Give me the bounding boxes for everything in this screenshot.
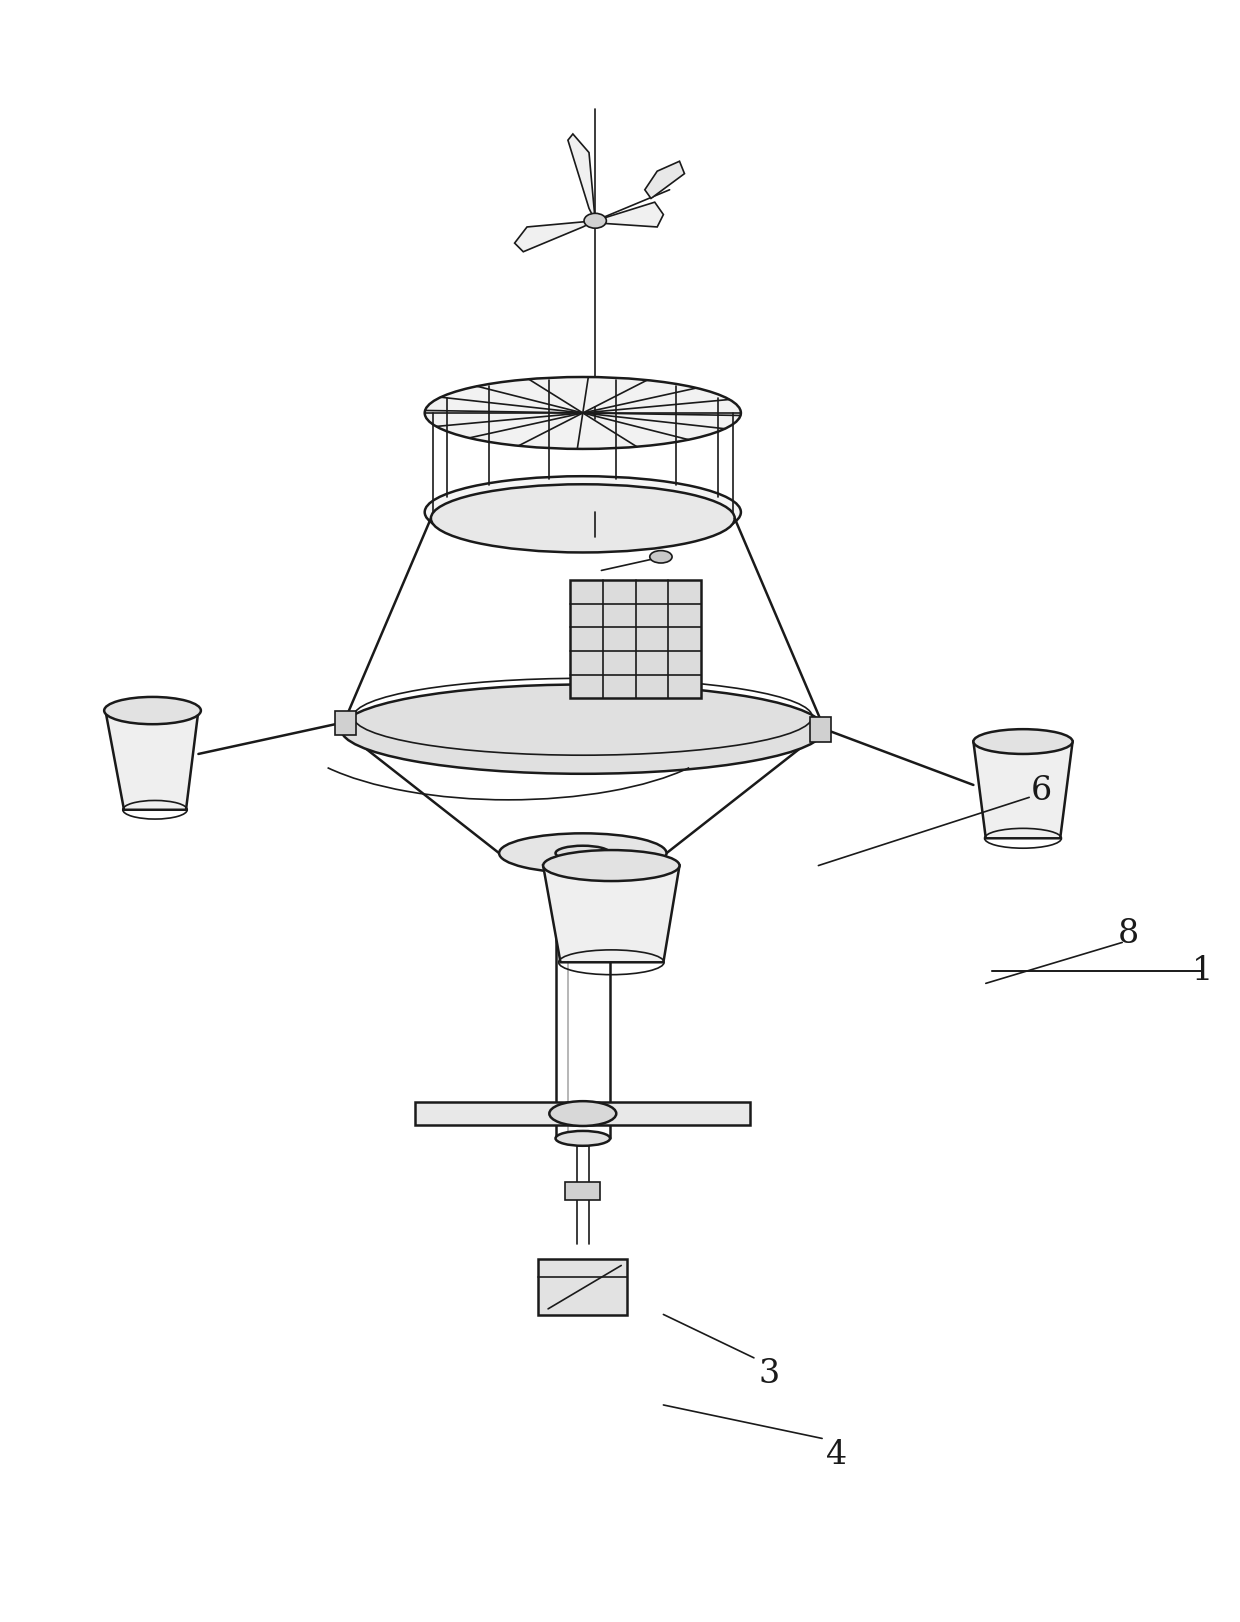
Ellipse shape — [432, 485, 734, 553]
Polygon shape — [105, 710, 198, 809]
Ellipse shape — [498, 834, 667, 873]
Polygon shape — [973, 741, 1073, 839]
Ellipse shape — [556, 1131, 610, 1145]
Text: 6: 6 — [1030, 775, 1053, 808]
Ellipse shape — [549, 1101, 616, 1126]
Ellipse shape — [104, 697, 201, 723]
Ellipse shape — [424, 477, 742, 548]
Polygon shape — [810, 717, 831, 741]
Polygon shape — [515, 221, 595, 251]
Text: 3: 3 — [758, 1358, 780, 1390]
Polygon shape — [595, 203, 663, 227]
Ellipse shape — [584, 214, 606, 229]
Polygon shape — [565, 1182, 600, 1200]
Polygon shape — [543, 866, 680, 962]
Text: 1: 1 — [1192, 955, 1214, 986]
Polygon shape — [335, 710, 356, 735]
Ellipse shape — [543, 850, 680, 881]
Polygon shape — [568, 135, 595, 221]
Ellipse shape — [424, 376, 742, 449]
Polygon shape — [645, 161, 684, 198]
Text: 8: 8 — [1117, 918, 1140, 950]
Text: 4: 4 — [826, 1439, 848, 1471]
Ellipse shape — [556, 845, 610, 861]
Polygon shape — [415, 1103, 750, 1124]
Ellipse shape — [650, 550, 672, 563]
Polygon shape — [538, 1259, 627, 1315]
Ellipse shape — [973, 730, 1073, 754]
Polygon shape — [570, 581, 701, 697]
Ellipse shape — [341, 684, 825, 774]
